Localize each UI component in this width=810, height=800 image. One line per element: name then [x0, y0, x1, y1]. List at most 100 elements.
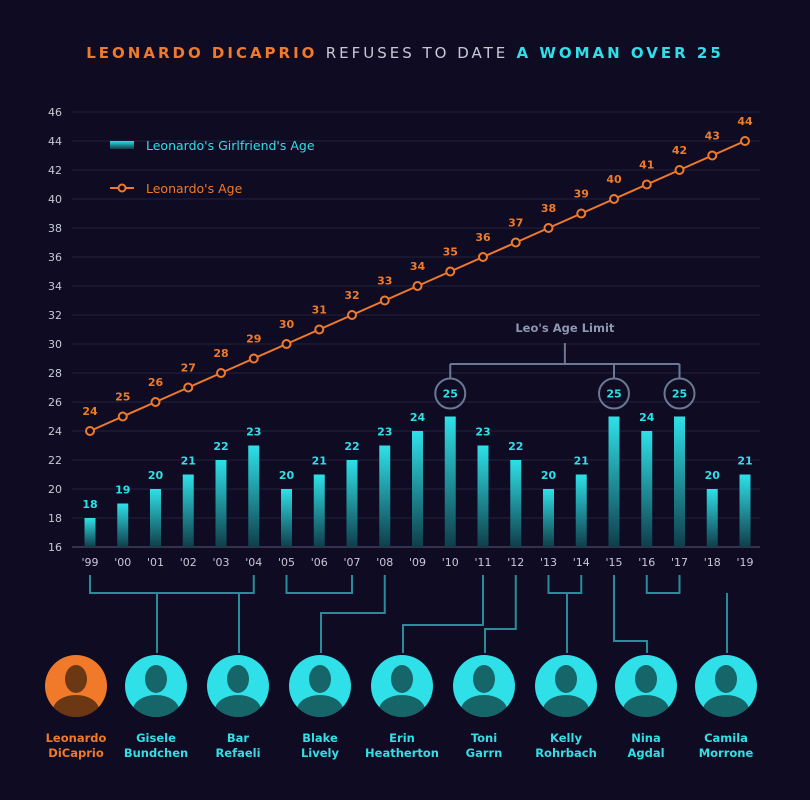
leo-age-label: 37: [508, 217, 523, 230]
y-tick-label: 20: [48, 483, 62, 496]
bar-value-label: 20: [279, 469, 295, 482]
y-tick-label: 18: [48, 512, 62, 525]
bar: [313, 474, 325, 547]
bar: [150, 489, 161, 547]
bar: [379, 445, 391, 547]
bar-value-label: 24: [410, 411, 426, 424]
bar-value-label: 20: [541, 469, 557, 482]
person-camila: Camila Morrone: [686, 655, 766, 761]
legend-bar-swatch: [110, 141, 134, 149]
leo-age-point: [347, 310, 357, 320]
x-tick-label: '00: [114, 556, 131, 569]
x-tick-label: '99: [81, 556, 98, 569]
connector-line: [89, 575, 255, 653]
leo-age-label: 44: [737, 115, 753, 128]
person-leonardo: Leonardo DiCaprio: [36, 655, 116, 761]
y-tick-label: 16: [48, 541, 62, 554]
avatar: [371, 655, 433, 717]
bar: [575, 474, 587, 547]
limit-label: Leo's Age Limit: [515, 321, 615, 335]
avatar: [125, 655, 187, 717]
bar: [117, 503, 129, 547]
y-tick-label: 30: [48, 338, 62, 351]
title-woman: A WOMAN OVER 25: [516, 44, 724, 62]
leo-age-label: 43: [705, 130, 720, 143]
leo-age-label: 35: [443, 246, 458, 259]
avatar: [615, 655, 677, 717]
x-tick-label: '03: [212, 556, 229, 569]
bar-value-label: 25: [672, 388, 687, 401]
person-erin: Erin Heatherton: [362, 655, 442, 761]
connector-line: [402, 575, 484, 653]
bar-value-label: 21: [312, 455, 327, 468]
leo-age-point: [412, 281, 423, 291]
avatar: [535, 655, 597, 717]
bar-value-label: 24: [639, 411, 655, 424]
leo-age-point: [510, 237, 521, 248]
bar: [739, 474, 751, 547]
person-gisele: Gisele Bundchen: [116, 655, 196, 761]
x-tick-label: '07: [343, 556, 360, 569]
bar: [412, 431, 423, 547]
bar-value-label: 22: [213, 440, 228, 453]
person-name: Bar Refaeli: [215, 731, 261, 760]
bar-value-label: 22: [344, 440, 359, 453]
leo-age-point: [216, 368, 226, 378]
leo-age-label: 34: [410, 260, 426, 273]
leo-age-label: 31: [312, 304, 327, 317]
y-tick-label: 36: [48, 251, 62, 264]
leo-age-point: [576, 208, 587, 219]
leo-age-point: [740, 136, 750, 146]
connector-line: [320, 575, 386, 653]
y-tick-label: 42: [48, 164, 62, 177]
y-tick-label: 26: [48, 396, 62, 409]
x-tick-label: '10: [442, 556, 459, 569]
leo-age-point: [248, 353, 259, 364]
title-refuses: REFUSES TO DATE: [325, 44, 509, 62]
leo-age-label: 24: [82, 405, 98, 418]
bar: [510, 460, 522, 547]
leo-age-point: [445, 266, 456, 277]
bar-value-label: 25: [606, 388, 621, 401]
person-blake: Blake Lively: [280, 655, 360, 761]
leo-age-point: [609, 194, 619, 204]
bar-value-label: 21: [737, 455, 752, 468]
bar: [608, 416, 620, 547]
leo-age-label: 32: [344, 289, 359, 302]
bar: [444, 416, 456, 547]
bar: [182, 474, 194, 547]
connector-line: [645, 575, 728, 653]
x-tick-label: '08: [376, 556, 393, 569]
x-tick-label: '17: [671, 556, 688, 569]
x-tick-label: '02: [180, 556, 197, 569]
person-kelly: Kelly Rohrbach: [526, 655, 606, 761]
bar: [84, 518, 96, 547]
bar: [543, 489, 554, 547]
bar-value-label: 20: [148, 469, 164, 482]
x-tick-label: '06: [311, 556, 328, 569]
leo-age-label: 33: [377, 275, 392, 288]
x-tick-label: '18: [704, 556, 721, 569]
person-bar: Bar Refaeli: [198, 655, 278, 761]
leo-age-point: [641, 179, 652, 190]
person-toni: Toni Garrn: [444, 655, 524, 761]
leo-age-label: 28: [213, 347, 228, 360]
bar-value-label: 23: [475, 426, 490, 439]
leo-age-label: 27: [181, 362, 196, 375]
y-tick-label: 32: [48, 309, 62, 322]
bar: [641, 431, 653, 547]
legend-bar-label: Leonardo's Girlfriend's Age: [146, 138, 315, 153]
leo-age-point: [183, 382, 194, 393]
person-name: Gisele Bundchen: [123, 731, 189, 760]
bar: [248, 445, 260, 547]
bar-value-label: 21: [574, 455, 589, 468]
bar-value-label: 23: [377, 426, 392, 439]
leo-age-point: [478, 252, 488, 262]
leo-age-point: [674, 165, 685, 175]
x-tick-label: '14: [573, 556, 590, 569]
x-tick-label: '15: [605, 556, 622, 569]
avatar: [453, 655, 515, 717]
avatar: [289, 655, 351, 717]
